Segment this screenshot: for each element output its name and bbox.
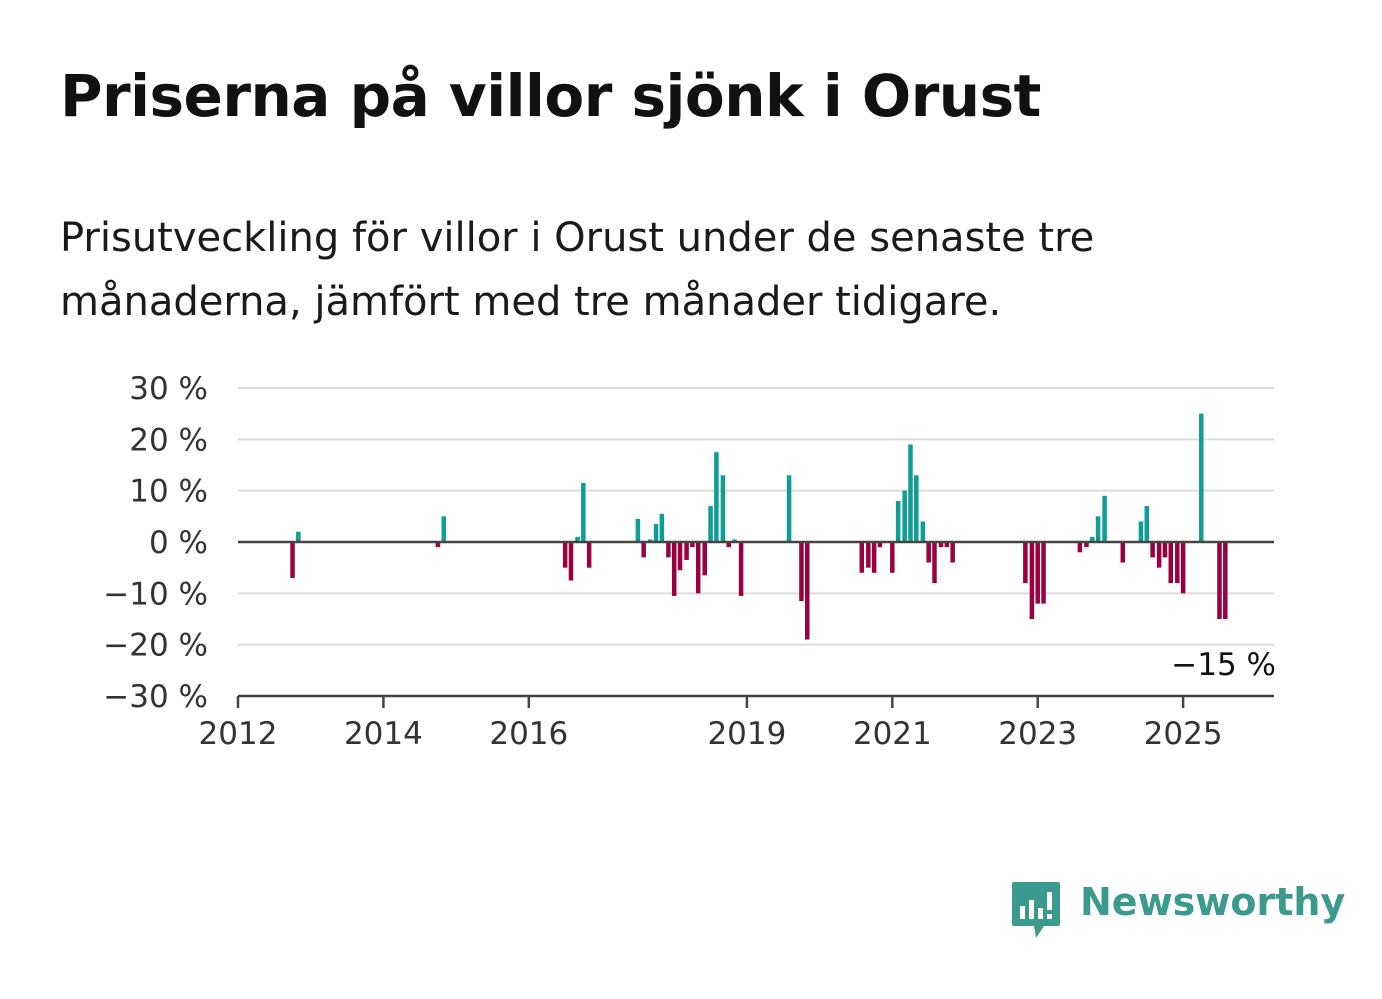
bar — [690, 542, 695, 548]
bar — [1199, 413, 1204, 542]
bar — [1102, 495, 1107, 542]
bar — [290, 542, 295, 578]
y-tick-label: 10 % — [129, 474, 208, 510]
bar — [732, 539, 737, 542]
bar — [877, 542, 883, 548]
bar — [671, 542, 677, 596]
y-tick-label: 0 % — [149, 525, 208, 561]
y-tick-label: −10 % — [103, 576, 208, 612]
bar — [1175, 542, 1180, 584]
x-tick-label: 2014 — [344, 716, 423, 752]
x-tick-label: 2019 — [707, 716, 786, 752]
bar — [677, 542, 683, 571]
bar — [562, 542, 568, 568]
bar — [805, 542, 810, 640]
bar — [799, 542, 804, 602]
bar — [702, 542, 707, 576]
bar — [296, 531, 301, 542]
grid-lines — [238, 387, 1274, 646]
bar — [932, 542, 937, 584]
bar — [902, 490, 907, 542]
tick-labels: 30 % 20 % 10 % 0 % −10 % −20 % −30 %2012 2014 20… — [103, 371, 1222, 752]
bar — [714, 452, 719, 542]
bar — [1180, 542, 1186, 594]
x-tick-label: 2023 — [998, 716, 1077, 752]
y-tick-label: 30 % — [129, 371, 208, 407]
bar — [895, 500, 901, 542]
bar — [890, 542, 895, 573]
x-tick-label: 2021 — [853, 716, 932, 752]
bar — [866, 542, 871, 568]
bars — [290, 413, 1228, 640]
bar — [914, 475, 919, 542]
y-tick-label: −30 % — [103, 679, 208, 715]
y-tick-label: 20 % — [129, 422, 208, 458]
newsworthy-logo-icon — [1012, 882, 1060, 938]
bar — [938, 542, 944, 548]
bar — [1029, 542, 1035, 619]
bar — [1077, 542, 1083, 553]
bar — [926, 542, 931, 563]
bar — [1023, 542, 1028, 584]
bar — [1089, 536, 1095, 542]
bar — [720, 475, 726, 542]
bar — [1156, 542, 1162, 568]
bar — [1041, 542, 1046, 604]
bar — [575, 536, 580, 542]
bar — [435, 542, 441, 548]
bar — [1162, 542, 1168, 558]
bar-chart: 30 % 20 % 10 % 0 % −10 % −20 % −30 %2012 2014 20… — [103, 371, 1276, 752]
bar — [659, 513, 665, 542]
bar — [1217, 542, 1222, 619]
bar — [1120, 542, 1126, 563]
last-value-annotation: −15 % — [1171, 647, 1276, 683]
bar — [653, 524, 659, 542]
bar — [1084, 542, 1089, 548]
bar — [1168, 542, 1174, 584]
bar — [708, 506, 713, 542]
bar — [568, 542, 574, 581]
x-tick-label: 2025 — [1144, 716, 1223, 752]
bar — [1138, 521, 1144, 542]
x-tick-label: 2016 — [489, 716, 568, 752]
brand-logo[interactable]: Newsworthy — [1010, 878, 1345, 942]
bar — [1223, 542, 1228, 619]
chart-title: Priserna på villor sjönk i Orust — [60, 62, 1041, 130]
bar — [1035, 542, 1040, 604]
bar — [1150, 542, 1155, 558]
bar — [1144, 506, 1150, 542]
bar — [871, 542, 877, 573]
chart-subtitle: Prisutveckling för villor i Orust under … — [60, 215, 1095, 325]
y-tick-label: −20 % — [103, 628, 208, 664]
brand-name: Newsworthy — [1080, 880, 1346, 924]
bar — [647, 539, 653, 542]
bar — [666, 542, 671, 558]
bar — [726, 542, 731, 548]
bar — [1095, 516, 1101, 542]
axes — [236, 540, 1274, 708]
bar — [641, 542, 646, 558]
bar — [859, 542, 865, 573]
bar — [920, 521, 926, 542]
bar — [950, 542, 955, 563]
bar — [635, 518, 641, 542]
bar — [684, 542, 689, 560]
x-tick-label: 2012 — [199, 716, 278, 752]
bar — [441, 516, 446, 542]
bar — [908, 444, 913, 542]
bar — [738, 542, 744, 596]
bar — [586, 542, 592, 568]
bar — [786, 475, 792, 542]
bar — [944, 542, 950, 548]
bar — [695, 542, 701, 594]
bar — [581, 482, 586, 542]
